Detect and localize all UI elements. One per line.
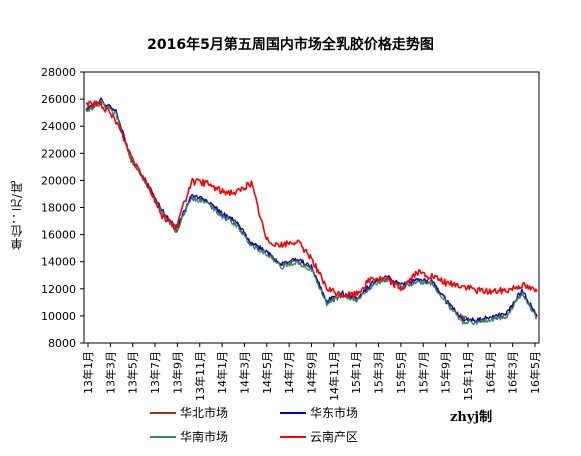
- x-tick-label: 14年11月: [327, 351, 341, 401]
- legend-label-huabei: 华北市场: [180, 406, 229, 420]
- x-tick-label: 13年11月: [193, 351, 207, 401]
- y-tick-label: 20000: [41, 174, 76, 187]
- x-tick-label: 13年1月: [81, 351, 95, 394]
- y-tick-label: 28000: [41, 66, 76, 79]
- x-tick-label: 16年1月: [483, 351, 497, 394]
- x-tick-label: 15年3月: [372, 351, 386, 394]
- legend-label-yunnan: 云南产区: [310, 430, 359, 444]
- x-tick-label: 16年5月: [528, 351, 542, 394]
- y-tick-label: 14000: [41, 256, 76, 269]
- series-line-1: [85, 97, 538, 323]
- x-tick-label: 14年5月: [260, 351, 274, 394]
- legend-swatch-huadong: [280, 412, 306, 414]
- watermark-credit: zhyj制: [450, 410, 493, 425]
- legend-swatch-huabei: [150, 412, 176, 414]
- x-tick-label: 14年3月: [237, 351, 251, 394]
- y-tick-label: 22000: [41, 147, 76, 160]
- y-tick-label: 24000: [41, 120, 76, 133]
- legend: 华北市场 华东市场 华南市场 云南产区: [150, 404, 470, 452]
- y-tick-label: 16000: [41, 229, 76, 242]
- chart-title: 2016年5月第五周国内市场全乳胶价格走势图: [147, 37, 434, 53]
- plot-frame: [83, 71, 540, 344]
- legend-swatch-yunnan: [280, 436, 306, 438]
- x-tick-label: 15年11月: [461, 351, 475, 401]
- series-line-2: [85, 100, 538, 326]
- x-tick-label: 15年7月: [416, 351, 430, 394]
- series-line-3: [85, 100, 538, 299]
- legend-label-huadong: 华东市场: [310, 406, 359, 420]
- x-tick-label: 13年3月: [103, 351, 117, 394]
- x-tick-label: 14年9月: [305, 351, 319, 394]
- y-tick-label: 10000: [41, 310, 76, 323]
- x-tick-label: 15年5月: [394, 351, 408, 394]
- legend-label-huanan: 华南市场: [180, 430, 229, 444]
- y-tick-label: 12000: [41, 283, 76, 296]
- x-tick-label: 13年5月: [126, 351, 140, 394]
- x-tick-label: 13年9月: [170, 351, 184, 394]
- y-tick-label: 26000: [41, 93, 76, 106]
- y-tick-label: 8000: [48, 337, 76, 350]
- x-tick-label: 15年1月: [349, 351, 363, 394]
- legend-swatch-huanan: [150, 436, 176, 438]
- x-tick-label: 13年7月: [148, 351, 162, 394]
- x-tick-label: 14年7月: [282, 351, 296, 394]
- y-tick-label: 18000: [41, 202, 76, 215]
- x-tick-label: 16年3月: [506, 351, 520, 394]
- x-tick-label: 15年9月: [439, 351, 453, 394]
- x-tick-label: 14年1月: [215, 351, 229, 394]
